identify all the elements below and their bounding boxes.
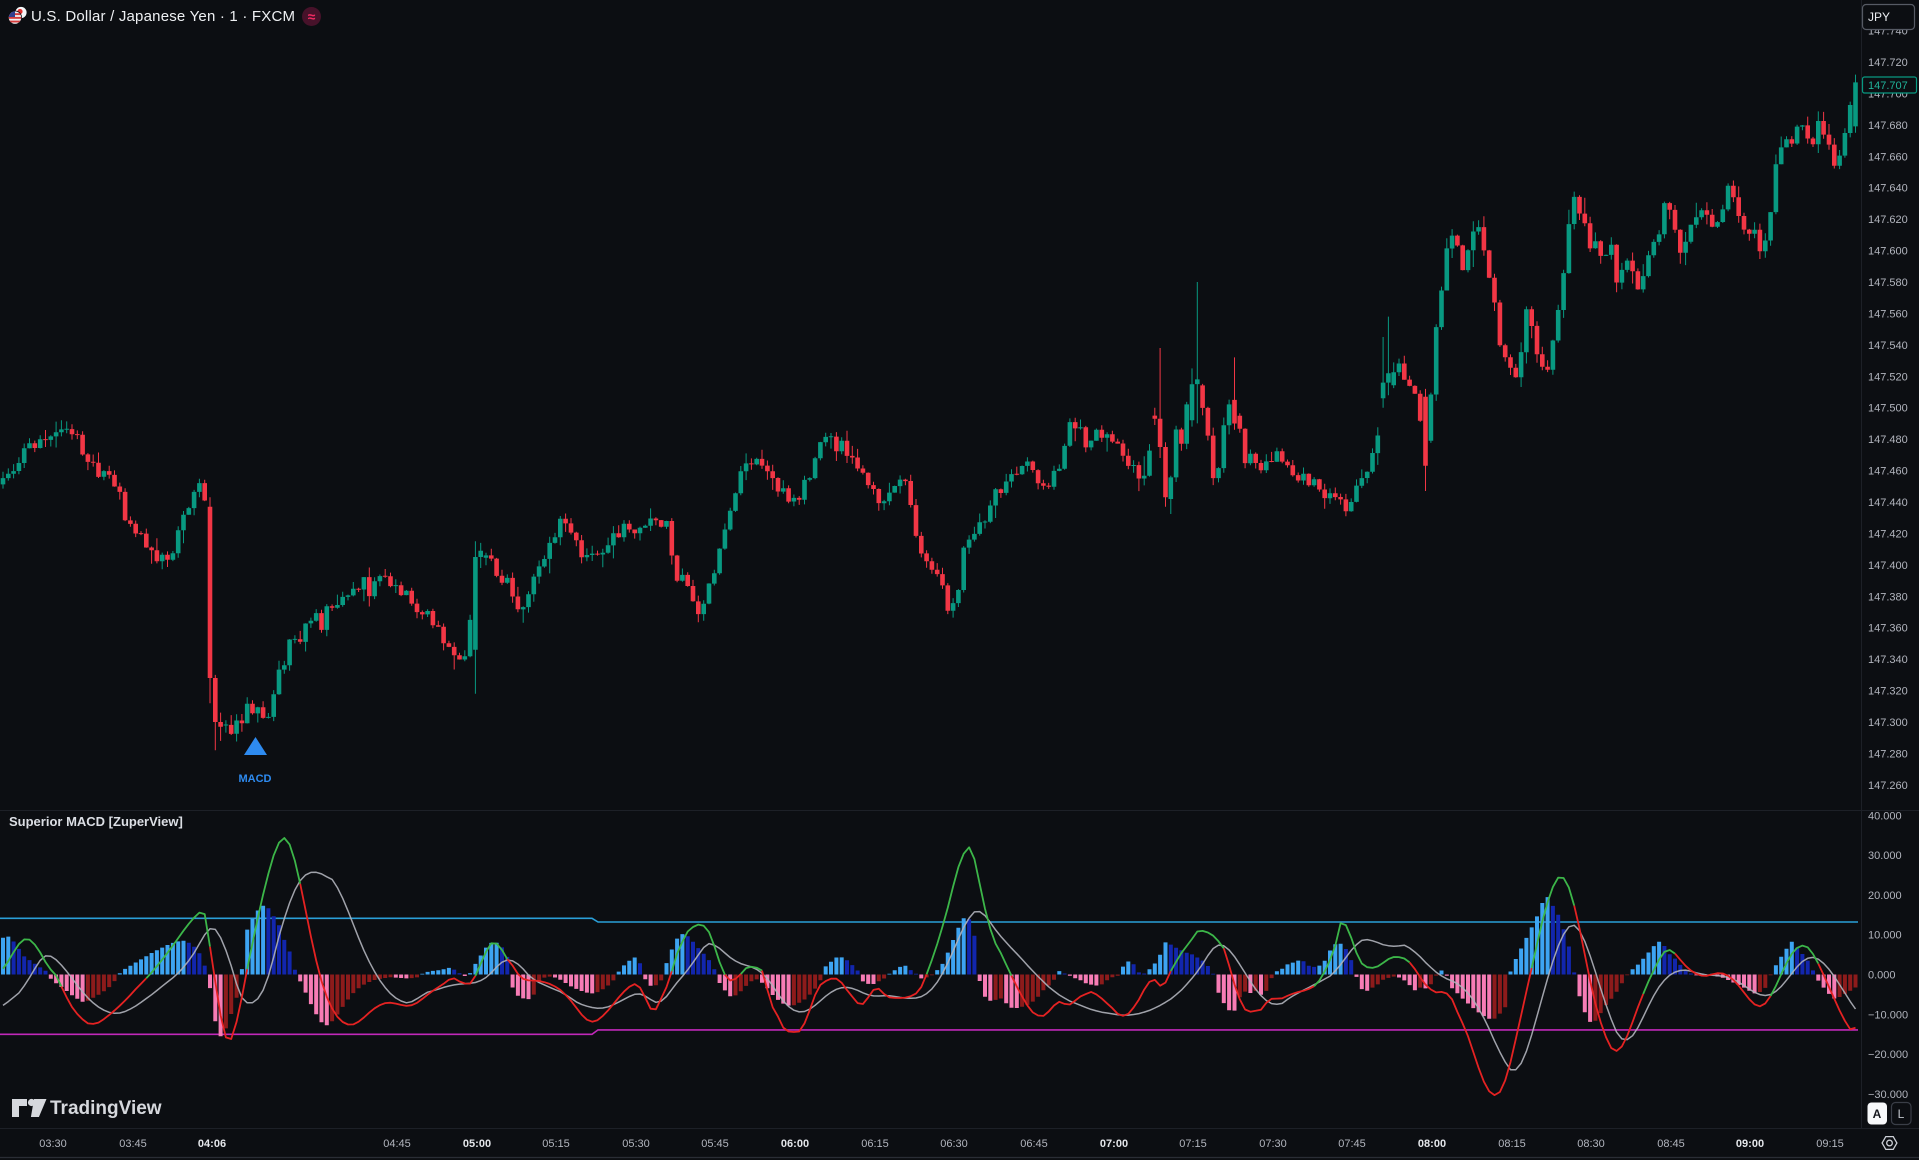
svg-text:0.000: 0.000 (1868, 970, 1896, 982)
svg-text:08:45: 08:45 (1657, 1138, 1685, 1150)
svg-text:Superior MACD [ZuperView]: Superior MACD [ZuperView] (9, 814, 183, 829)
svg-text:05:15: 05:15 (542, 1138, 570, 1150)
svg-text:U.S. Dollar / Japanese Yen · 1: U.S. Dollar / Japanese Yen · 1 · FXCM (31, 8, 295, 25)
svg-text:06:45: 06:45 (1020, 1138, 1048, 1150)
svg-text:147.440: 147.440 (1868, 497, 1908, 509)
svg-text:147.520: 147.520 (1868, 371, 1908, 383)
svg-text:−10.000: −10.000 (1868, 1009, 1908, 1021)
svg-text:147.680: 147.680 (1868, 120, 1908, 132)
svg-text:147.540: 147.540 (1868, 340, 1908, 352)
svg-text:08:30: 08:30 (1577, 1138, 1605, 1150)
svg-text:147.707: 147.707 (1868, 80, 1908, 92)
svg-text:L: L (1898, 1107, 1905, 1121)
svg-text:09:00: 09:00 (1736, 1138, 1764, 1150)
svg-text:147.300: 147.300 (1868, 717, 1908, 729)
svg-text:≈: ≈ (308, 9, 316, 25)
svg-text:147.580: 147.580 (1868, 277, 1908, 289)
svg-text:147.340: 147.340 (1868, 654, 1908, 666)
svg-text:147.640: 147.640 (1868, 183, 1908, 195)
svg-text:20.000: 20.000 (1868, 890, 1902, 902)
svg-text:05:45: 05:45 (701, 1138, 729, 1150)
svg-text:04:06: 04:06 (198, 1138, 226, 1150)
svg-text:147.720: 147.720 (1868, 57, 1908, 69)
svg-text:08:15: 08:15 (1498, 1138, 1526, 1150)
svg-text:06:15: 06:15 (861, 1138, 889, 1150)
svg-text:MACD: MACD (239, 773, 272, 785)
svg-text:147.660: 147.660 (1868, 151, 1908, 163)
svg-text:03:45: 03:45 (119, 1138, 147, 1150)
svg-text:147.560: 147.560 (1868, 308, 1908, 320)
svg-text:−30.000: −30.000 (1868, 1089, 1908, 1101)
svg-text:147.460: 147.460 (1868, 466, 1908, 478)
svg-text:06:00: 06:00 (781, 1138, 809, 1150)
svg-text:10.000: 10.000 (1868, 930, 1902, 942)
svg-text:03:30: 03:30 (39, 1138, 67, 1150)
svg-text:04:45: 04:45 (383, 1138, 411, 1150)
svg-text:08:00: 08:00 (1418, 1138, 1446, 1150)
svg-text:07:00: 07:00 (1100, 1138, 1128, 1150)
svg-text:147.420: 147.420 (1868, 528, 1908, 540)
svg-text:147.320: 147.320 (1868, 686, 1908, 698)
svg-text:147.500: 147.500 (1868, 403, 1908, 415)
svg-text:−20.000: −20.000 (1868, 1049, 1908, 1061)
svg-text:JPY: JPY (1868, 10, 1890, 24)
svg-text:147.260: 147.260 (1868, 780, 1908, 792)
svg-text:147.400: 147.400 (1868, 560, 1908, 572)
svg-text:09:15: 09:15 (1816, 1138, 1844, 1150)
svg-text:30.000: 30.000 (1868, 850, 1902, 862)
svg-text:A: A (1873, 1107, 1882, 1121)
svg-text:147.360: 147.360 (1868, 623, 1908, 635)
svg-text:07:45: 07:45 (1338, 1138, 1366, 1150)
svg-text:147.380: 147.380 (1868, 591, 1908, 603)
svg-text:147.280: 147.280 (1868, 749, 1908, 761)
svg-text:05:00: 05:00 (463, 1138, 491, 1150)
svg-text:07:15: 07:15 (1179, 1138, 1207, 1150)
svg-text:147.620: 147.620 (1868, 214, 1908, 226)
svg-text:05:30: 05:30 (622, 1138, 650, 1150)
svg-text:07:30: 07:30 (1259, 1138, 1287, 1150)
svg-text:TradingView: TradingView (50, 1098, 162, 1119)
svg-text:40.000: 40.000 (1868, 810, 1902, 822)
svg-text:147.480: 147.480 (1868, 434, 1908, 446)
svg-text:06:30: 06:30 (940, 1138, 968, 1150)
svg-text:147.600: 147.600 (1868, 246, 1908, 258)
